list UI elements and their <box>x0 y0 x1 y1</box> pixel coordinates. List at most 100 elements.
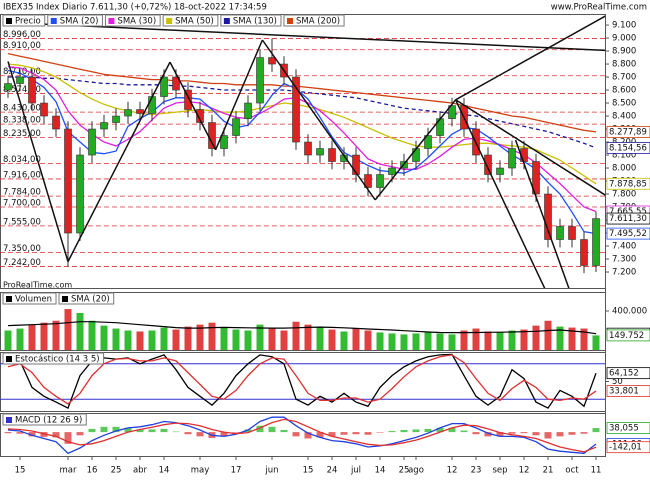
y-tick-label: 9.100 <box>612 21 636 31</box>
volume-bar <box>496 332 504 350</box>
trendline <box>7 21 605 52</box>
value-tag <box>606 367 650 380</box>
histogram-bar <box>232 432 240 433</box>
histogram-bar <box>28 432 36 437</box>
legend-box <box>2 352 105 365</box>
y-tick-label: 9.000 <box>612 34 636 44</box>
value-tag-label: 8.277,89 <box>609 127 647 137</box>
value-tag <box>606 385 650 397</box>
histogram-bar <box>340 432 348 435</box>
candle-body <box>388 167 396 175</box>
value-tag-label: 38,055 <box>609 424 639 434</box>
candle-body <box>508 148 516 169</box>
value-tag <box>606 227 650 240</box>
level-label: 8.710,00 <box>3 67 41 77</box>
histogram-bar <box>76 432 84 436</box>
volume-bar <box>100 325 108 350</box>
x-tick-label: 23 <box>471 466 482 476</box>
legend-swatch <box>6 417 12 423</box>
histogram-bar <box>88 428 96 433</box>
histogram-bar <box>328 432 336 437</box>
volume-bar <box>592 335 600 350</box>
histogram-bar <box>436 427 444 433</box>
legend-label: Volumen <box>15 295 52 305</box>
candle-body <box>196 109 204 123</box>
x-tick-label: oct <box>565 466 579 476</box>
level-label: 8.574,00 <box>3 85 41 95</box>
histogram-bar <box>220 432 228 437</box>
volume-bar <box>412 333 420 350</box>
candle-body <box>172 76 180 91</box>
x-tick-label: 24 <box>327 466 338 476</box>
candle-body <box>208 122 216 149</box>
x-tick-label: ago <box>408 466 424 476</box>
volume-bar <box>244 330 252 350</box>
trendline <box>455 99 605 196</box>
volume-bar <box>484 331 492 350</box>
volume-bar <box>52 320 60 350</box>
trendline <box>514 139 570 288</box>
candle-body <box>136 109 144 114</box>
y-tick-label: 8.800 <box>612 60 636 70</box>
candle-body <box>352 154 360 175</box>
level-label: 7.700,00 <box>3 199 41 209</box>
value-tag <box>606 177 650 190</box>
histogram-bar <box>148 429 156 433</box>
source: ProRealTime.com <box>3 281 72 290</box>
legend-item: SMA (20) <box>58 292 115 305</box>
trendline <box>455 15 605 101</box>
level-label: 8.034,00 <box>3 155 41 165</box>
histogram-bar <box>460 430 468 433</box>
candle-body <box>64 128 72 234</box>
value-tag <box>606 329 650 342</box>
x-tick-label: 12 <box>447 466 458 476</box>
candle-body <box>448 105 456 119</box>
plot: 8.996,008.910,008.710,008.574,008.430,00… <box>0 15 605 288</box>
y-tick-label: 7.300 <box>612 255 636 265</box>
legend-label: Estocástico (14 3 5) <box>15 355 100 365</box>
histogram-bar <box>580 432 588 434</box>
candle-body <box>76 154 84 234</box>
candle-body <box>496 167 504 175</box>
volume-bar <box>88 320 96 350</box>
volume-bar <box>76 312 84 350</box>
candle-body <box>544 193 552 240</box>
histogram-bar <box>196 432 204 437</box>
indicator-line <box>7 416 597 455</box>
histogram-bar <box>592 428 600 433</box>
candle-body <box>556 226 564 240</box>
candle-body <box>376 174 384 188</box>
value-tag-label: 7.611,30 <box>609 214 647 224</box>
volume-bar <box>160 327 168 350</box>
legend-swatch <box>6 356 12 362</box>
x-tick-label: 25 <box>399 466 410 476</box>
candle-body <box>328 148 336 162</box>
legend-box <box>47 14 103 27</box>
trendline <box>374 99 457 201</box>
candle-body <box>28 76 36 104</box>
volume-bar <box>568 327 576 350</box>
level-label: 7.350,00 <box>3 244 41 254</box>
legend-box <box>162 14 219 27</box>
histogram-bar <box>172 431 180 433</box>
y-tick-label: 7.400 <box>612 242 636 252</box>
candle-body <box>184 89 192 110</box>
trendline <box>454 99 546 288</box>
trendline <box>214 39 264 151</box>
legend-swatch <box>6 296 12 302</box>
histogram-bar <box>568 432 576 435</box>
legend-swatch <box>223 18 230 24</box>
candle-body <box>100 122 108 130</box>
legend-box <box>283 14 345 27</box>
y-tick-label: 8.900 <box>612 47 636 57</box>
x-tick-label: jun <box>264 466 278 476</box>
volume-bar <box>448 334 456 350</box>
histogram-bar <box>508 432 516 434</box>
plot <box>4 309 600 350</box>
candle-body <box>160 76 168 97</box>
histogram-bar <box>412 429 420 433</box>
value-tag-label: 7.495,52 <box>609 229 647 239</box>
candle-body <box>268 57 276 65</box>
trendline <box>169 61 217 151</box>
